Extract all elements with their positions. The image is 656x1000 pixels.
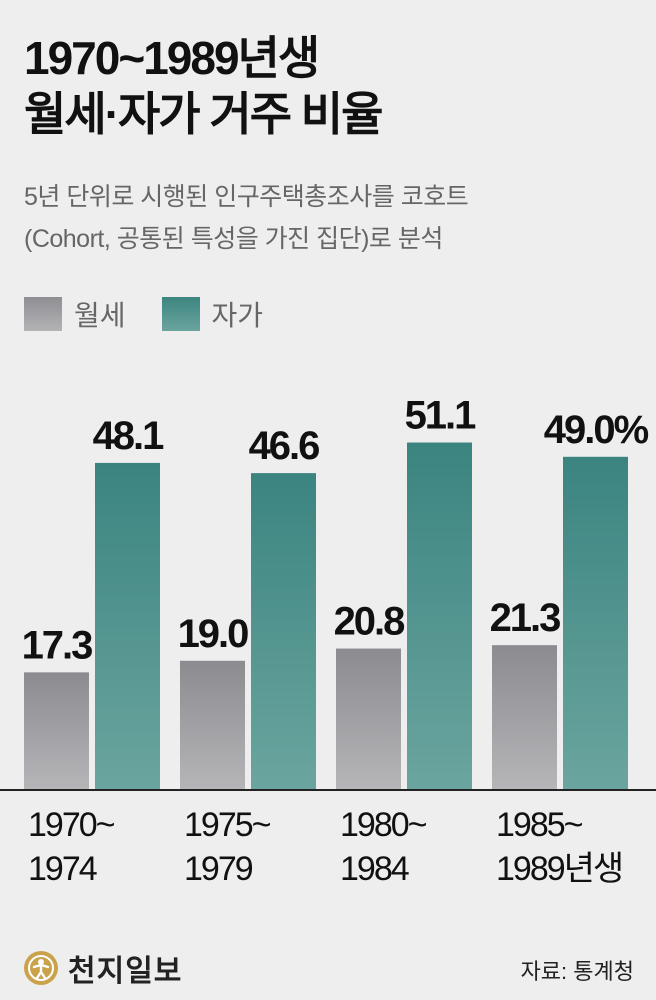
title-line-2: 월세·자가 거주 비율: [24, 88, 383, 140]
bar-chart: 17.3 48.1 1970~ 1974 19.0 46.6 1975~ 1979 20.8 51…: [0, 394, 656, 888]
chart-subtitle: 5년 단위로 시행된 인구주택총조사를 코호트 (Cohort, 공통된 특성을…: [24, 176, 469, 260]
bar-monthly-rent-0: [24, 672, 89, 790]
legend-item-home-owned: 자가: [161, 294, 264, 334]
category-label-1-line-0: 1975~: [184, 806, 271, 844]
data-label-monthly-rent-1: 19.0: [178, 612, 249, 656]
category-label-3-line-0: 1985~: [496, 806, 583, 844]
data-label-home-owned-1: 46.6: [249, 424, 320, 468]
chart-legend: 월세 자가: [24, 294, 299, 334]
category-label-0-line-0: 1970~: [28, 806, 115, 844]
data-label-home-owned-0: 48.1: [93, 414, 165, 458]
legend-label-monthly-rent: 월세: [74, 300, 126, 331]
category-label-2-line-1: 1984: [340, 850, 409, 888]
data-label-home-owned-3: 49.0%: [544, 408, 649, 452]
logo-emblem-icon: [24, 951, 58, 985]
title-line-1: 1970~1989년생: [24, 32, 320, 84]
logo-text: 천지일보: [68, 955, 183, 988]
publisher-logo: 천지일보: [24, 946, 182, 990]
category-label-2-line-0: 1980~: [340, 806, 427, 844]
legend-swatch-monthly-rent: [24, 297, 62, 331]
data-label-monthly-rent-0: 17.3: [22, 623, 93, 667]
category-label-1-line-1: 1979: [184, 850, 253, 888]
category-label-3-line-1: 1989년생: [496, 850, 622, 888]
subtitle-line-2: (Cohort, 공통된 특성을 가진 집단)로 분석: [24, 225, 443, 253]
bar-home-owned-0: [95, 462, 160, 790]
chart-title: 1970~1989년생 월세·자가 거주 비율: [24, 30, 383, 142]
legend-item-monthly-rent: 월세: [24, 294, 126, 334]
bar-home-owned-1: [251, 473, 316, 790]
bar-monthly-rent-2: [336, 648, 401, 790]
data-label-monthly-rent-3: 21.3: [490, 596, 561, 640]
category-label-0-line-1: 1974: [28, 850, 97, 888]
bar-home-owned-2: [407, 442, 472, 790]
bar-home-owned-3: [563, 456, 628, 790]
legend-swatch-home-owned: [161, 297, 200, 331]
bar-monthly-rent-3: [492, 645, 557, 790]
bar-monthly-rent-1: [180, 660, 245, 790]
data-label-monthly-rent-2: 20.8: [334, 600, 406, 644]
legend-label-home-owned: 자가: [211, 300, 264, 331]
source-note: 자료: 통계청: [520, 959, 634, 984]
data-label-home-owned-2: 51.1: [405, 394, 477, 438]
subtitle-line-1: 5년 단위로 시행된 인구주택총조사를 코호트: [24, 183, 469, 211]
